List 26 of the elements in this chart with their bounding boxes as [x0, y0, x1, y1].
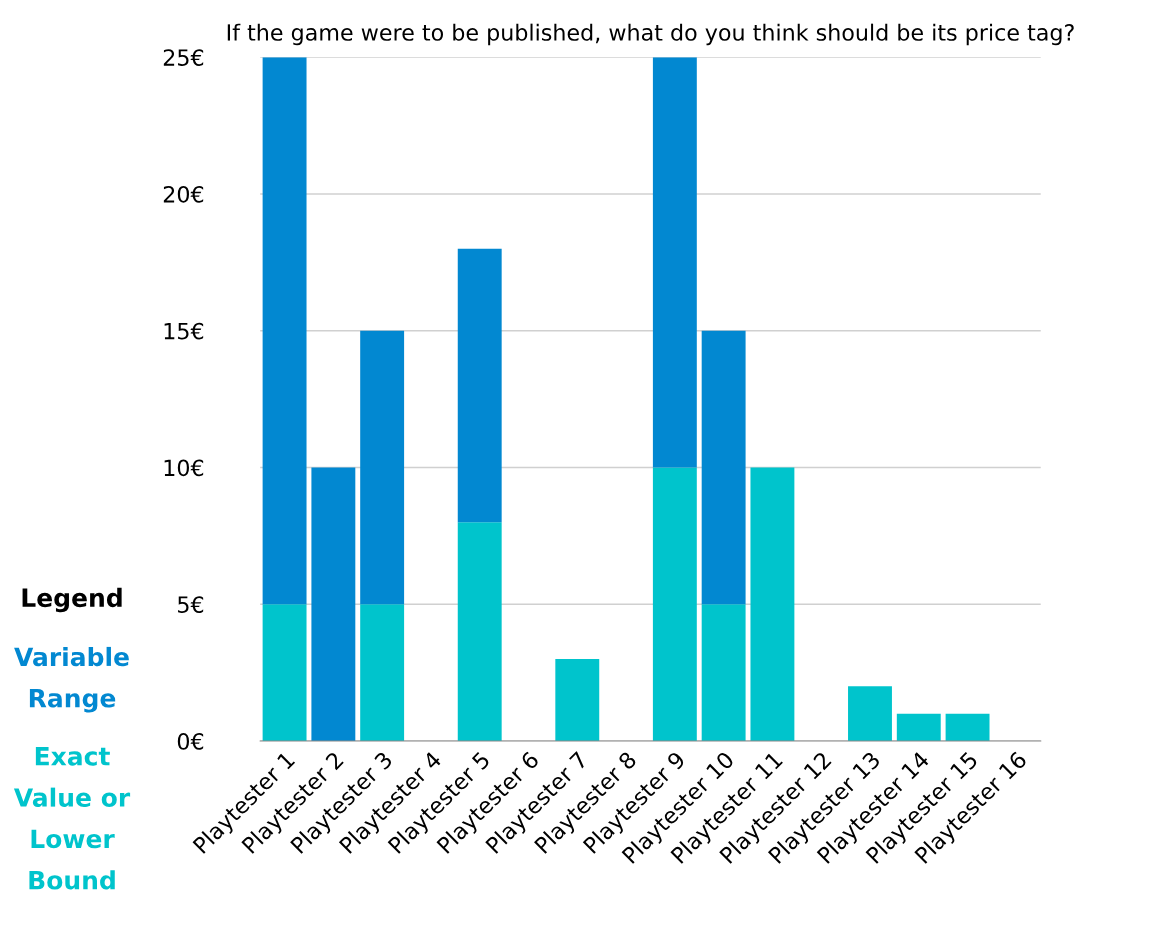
bar — [262, 57, 307, 605]
y-tick-label: 15€ — [164, 322, 204, 340]
bar — [262, 604, 307, 742]
bar — [701, 330, 746, 605]
bar — [896, 713, 941, 742]
bar — [555, 658, 600, 742]
legend-title: Legend — [22, 587, 122, 613]
y-tick-label: 5€ — [178, 596, 204, 614]
bar — [457, 522, 502, 742]
bar — [750, 467, 795, 742]
bar — [360, 330, 405, 605]
bar — [311, 467, 356, 742]
y-tick-label: 20€ — [163, 185, 204, 203]
y-tick-label: 25€ — [163, 49, 204, 66]
bar — [652, 57, 697, 468]
y-tick-label: 10€ — [164, 459, 204, 477]
chart-title: If the game were to be published, what do you think should be its price tag? — [227, 23, 1074, 46]
bar — [945, 713, 990, 742]
y-tick-label: 0€ — [177, 732, 204, 750]
text: Variable Range — [14, 646, 129, 713]
bar — [457, 248, 502, 523]
bar — [652, 467, 697, 742]
bar — [360, 604, 405, 742]
bar — [701, 604, 746, 742]
text: Exact Value or Lower Bound — [13, 747, 131, 890]
bar — [848, 686, 892, 742]
